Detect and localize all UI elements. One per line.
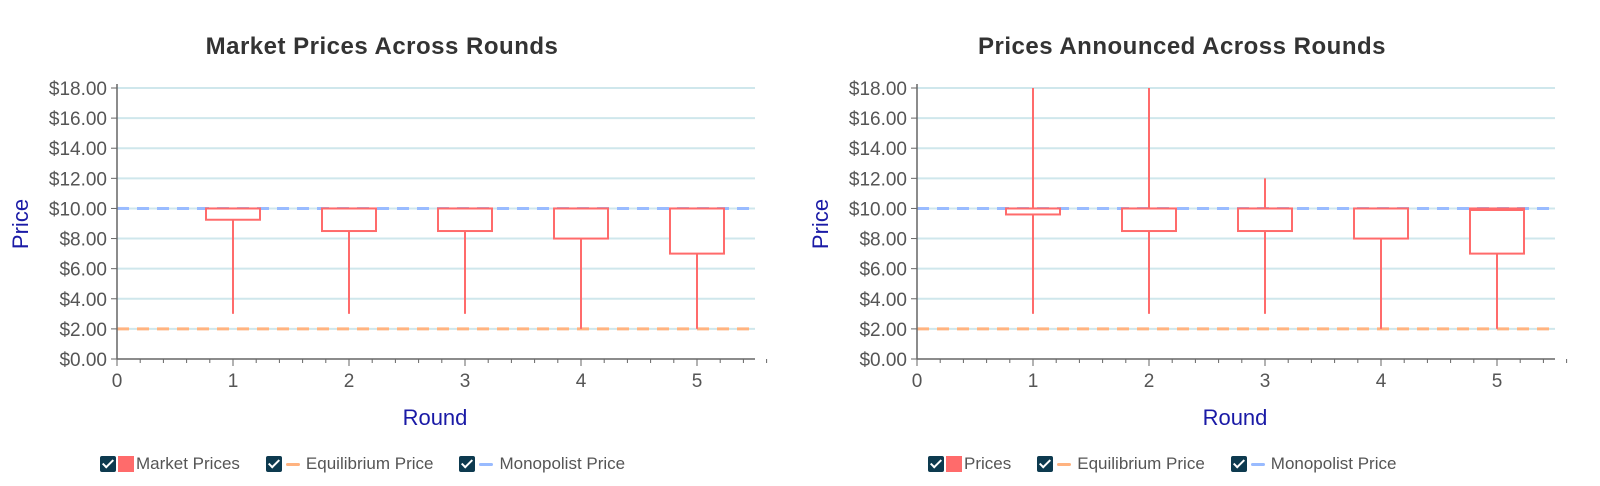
y-tick-label: $10.00 [49, 199, 107, 220]
box [205, 207, 261, 221]
legend-label-equilibrium-price: Equilibrium Price [1077, 454, 1205, 473]
market-prices-legend: Market Prices Equilibrium Price Monopoli… [100, 452, 651, 476]
box [669, 207, 725, 255]
box-plot-round-1 [205, 207, 261, 314]
x-tick-label: 1 [228, 371, 239, 392]
checkbox-icon[interactable] [265, 456, 282, 472]
x-tick-label: 3 [460, 371, 471, 392]
checkbox-icon[interactable] [928, 456, 944, 472]
box [1121, 207, 1177, 233]
y-tick-label: $2.00 [59, 320, 107, 341]
box-swatch-icon [118, 456, 134, 472]
line-swatch-icon [479, 462, 494, 466]
checkbox-icon[interactable] [459, 456, 476, 472]
y-tick-label: $14.00 [849, 139, 907, 160]
prices-announced-chart-panel: Prices Announced Across Rounds $0.00 $2.00… [800, 0, 1600, 486]
y-tick-label: $2.00 [859, 320, 907, 341]
legend-toggle-monopolist-price[interactable]: Monopolist Price [459, 454, 625, 474]
y-tick-label: $18.00 [49, 79, 107, 100]
y-tick-label: $0.00 [59, 350, 107, 371]
x-tick-label: 5 [692, 371, 703, 392]
box-plot-round-4 [1353, 207, 1409, 329]
x-tick-label: 0 [912, 371, 923, 392]
legend-label-market-prices: Market Prices [136, 454, 240, 473]
legend-toggle-equilibrium-price[interactable]: Equilibrium Price [265, 454, 434, 474]
legend-label-equilibrium-price: Equilibrium Price [305, 454, 434, 473]
box [553, 207, 609, 240]
checkbox-icon[interactable] [100, 456, 116, 472]
chart-title: Prices Announced Across Rounds [978, 33, 1386, 60]
y-tick-label: $6.00 [859, 260, 907, 281]
checkbox-icon[interactable] [1037, 456, 1054, 472]
box [1469, 207, 1525, 255]
box [1353, 207, 1409, 240]
legend-toggle-monopolist-price[interactable]: Monopolist Price [1230, 454, 1397, 474]
chart-title: Market Prices Across Rounds [206, 33, 559, 60]
y-tick-label: $16.00 [49, 109, 107, 130]
legend-toggle-equilibrium-price[interactable]: Equilibrium Price [1037, 454, 1205, 474]
x-tick-label: 4 [576, 371, 587, 392]
line-swatch-icon [1057, 462, 1072, 466]
market-prices-chart: Market Prices Across Rounds $0.00 $2.00 $4.… [8, 33, 768, 430]
line-swatch-icon [285, 462, 300, 466]
box-plot-round-1 [1005, 88, 1061, 314]
y-axis-title: Price [8, 199, 33, 249]
prices-announced-legend: Prices Equilibrium Price Monopolist Pric… [928, 452, 1422, 476]
y-tick-label: $18.00 [849, 79, 907, 100]
line-swatch-icon [1250, 462, 1265, 466]
box-swatch-icon [946, 456, 962, 472]
x-axis-title: Round [403, 405, 468, 430]
y-tick-label: $6.00 [59, 260, 107, 281]
x-tick-label: 2 [344, 371, 355, 392]
market-prices-chart-panel: Market Prices Across Rounds $0.00 $2.00 $4.… [0, 0, 800, 486]
y-tick-label: $14.00 [49, 139, 107, 160]
box-plot-round-5 [1469, 207, 1525, 329]
y-tick-label: $16.00 [849, 109, 907, 130]
y-tick-label: $12.00 [849, 169, 907, 190]
y-tick-label: $4.00 [859, 290, 907, 311]
x-tick-label: 1 [1028, 371, 1039, 392]
box-plot-round-2 [321, 207, 377, 314]
x-tick-label: 2 [1144, 371, 1155, 392]
y-tick-label: $12.00 [49, 169, 107, 190]
checkbox-icon[interactable] [1230, 456, 1247, 472]
box-plot-round-5 [669, 207, 725, 329]
box-plot-round-3 [1237, 178, 1293, 314]
box [1237, 207, 1293, 233]
x-tick-label: 4 [1376, 371, 1387, 392]
legend-toggle-market-prices[interactable]: Market Prices [100, 454, 240, 474]
box [437, 207, 493, 233]
x-tick-label: 3 [1260, 371, 1271, 392]
y-tick-label: $0.00 [859, 350, 907, 371]
x-axis-title: Round [1203, 405, 1268, 430]
box-plot-round-3 [437, 207, 493, 314]
prices-announced-chart: Prices Announced Across Rounds $0.00 $2.00… [808, 33, 1568, 430]
y-tick-label: $8.00 [59, 230, 107, 251]
y-tick-label: $4.00 [59, 290, 107, 311]
box [321, 207, 377, 233]
legend-toggle-prices[interactable]: Prices [928, 454, 1011, 474]
y-tick-label: $8.00 [859, 230, 907, 251]
box-plot-round-2 [1121, 88, 1177, 314]
legend-label-monopolist-price: Monopolist Price [1270, 454, 1397, 473]
legend-label-prices: Prices [964, 454, 1012, 473]
y-tick-label: $10.00 [849, 199, 907, 220]
legend-label-monopolist-price: Monopolist Price [499, 454, 626, 473]
x-tick-label: 0 [112, 371, 123, 392]
x-tick-label: 5 [1492, 371, 1503, 392]
y-axis-title: Price [808, 199, 833, 249]
box-plot-round-4 [553, 207, 609, 329]
